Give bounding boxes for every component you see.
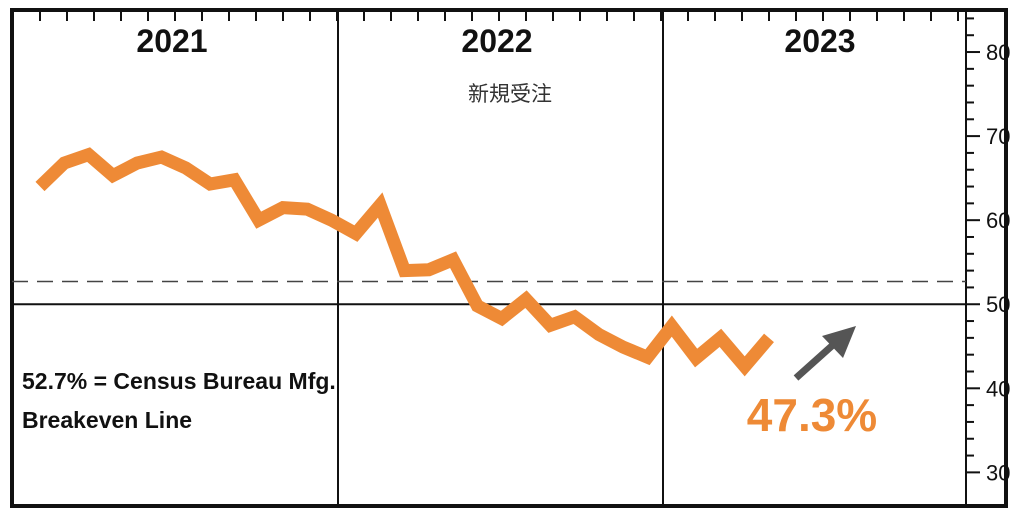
data-point bbox=[520, 293, 532, 305]
data-point bbox=[763, 332, 775, 344]
breakeven-label-line-1: 52.7% = Census Bureau Mfg. bbox=[22, 368, 336, 394]
y-tick-label: 60 bbox=[986, 208, 1010, 233]
data-point bbox=[301, 203, 313, 215]
data-point bbox=[423, 264, 435, 276]
data-point bbox=[569, 311, 581, 323]
data-point bbox=[277, 202, 289, 214]
y-tick-label: 70 bbox=[986, 124, 1010, 149]
data-point bbox=[714, 332, 726, 344]
y-tick-label: 50 bbox=[986, 292, 1010, 317]
data-point bbox=[399, 265, 411, 277]
year-label: 2022 bbox=[461, 23, 532, 59]
data-point bbox=[83, 149, 95, 161]
data-point bbox=[58, 157, 70, 169]
data-point bbox=[471, 300, 483, 312]
data-point bbox=[690, 352, 702, 364]
chart-title: 新規受注 bbox=[468, 82, 552, 106]
data-point bbox=[666, 320, 678, 332]
data-point bbox=[617, 341, 629, 353]
right-axis-ticks bbox=[966, 17, 980, 474]
data-point bbox=[593, 329, 605, 341]
series-line-new-orders bbox=[35, 147, 774, 377]
year-label: 2023 bbox=[784, 23, 855, 59]
y-tick-labels: 30 40 50 60 70 80 bbox=[986, 40, 1010, 485]
data-point bbox=[374, 199, 386, 211]
data-point bbox=[228, 174, 240, 186]
data-point bbox=[204, 178, 216, 190]
data-point bbox=[642, 351, 654, 363]
data-point bbox=[350, 228, 362, 240]
last-value-label: 47.3% bbox=[747, 389, 877, 441]
data-point bbox=[544, 319, 556, 331]
data-point bbox=[739, 360, 751, 372]
y-tick-label: 40 bbox=[986, 376, 1010, 401]
data-point bbox=[496, 313, 508, 325]
y-tick-label: 30 bbox=[986, 460, 1010, 485]
data-point bbox=[253, 214, 265, 226]
data-point bbox=[326, 214, 338, 226]
data-point bbox=[131, 157, 143, 169]
data-point bbox=[447, 254, 459, 266]
data-point bbox=[34, 181, 46, 193]
data-point bbox=[107, 170, 119, 182]
y-tick-label: 80 bbox=[986, 40, 1010, 65]
breakeven-label-line-2: Breakeven Line bbox=[22, 407, 192, 433]
year-label: 2021 bbox=[136, 23, 207, 59]
data-point bbox=[180, 162, 192, 174]
data-point bbox=[156, 151, 168, 163]
chart-frame bbox=[10, 8, 1008, 508]
up-arrow-icon bbox=[793, 326, 856, 381]
